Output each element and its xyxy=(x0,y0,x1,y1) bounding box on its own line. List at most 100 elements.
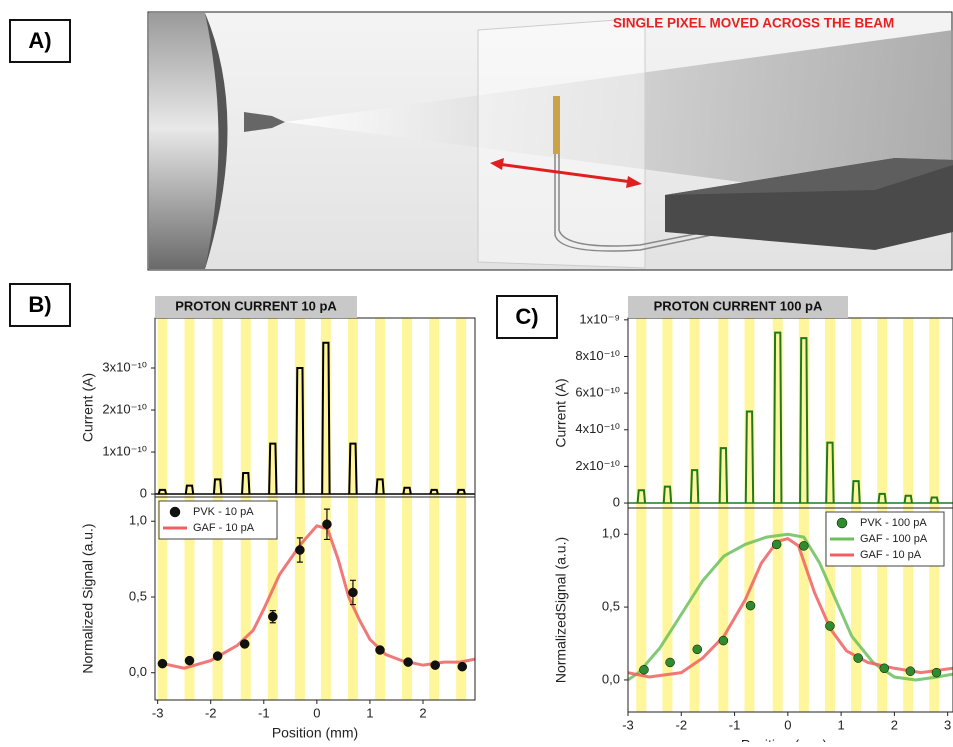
data-point xyxy=(931,667,942,678)
current-pulse xyxy=(212,478,223,495)
current-pulse xyxy=(825,441,835,504)
y-tick-label: 6x10⁻¹⁰ xyxy=(575,385,620,400)
current-pulse xyxy=(268,442,278,495)
data-point xyxy=(348,587,358,598)
current-pulse xyxy=(321,341,331,495)
y-axis-label: NormalizedSignal (a.u.) xyxy=(553,537,569,683)
legend-label: PVK - 100 pA xyxy=(860,517,927,529)
legend xyxy=(158,500,278,540)
data-point xyxy=(665,657,675,668)
current-pulse xyxy=(851,480,861,504)
position-band xyxy=(662,318,673,712)
arrow-head xyxy=(626,176,642,188)
y-tick-label: 1,0 xyxy=(129,513,147,528)
y-tick-label: 0,5 xyxy=(602,599,620,614)
data-point xyxy=(239,639,250,649)
legend-label: GAF - 10 pA xyxy=(193,522,255,534)
x-tick-label: 1 xyxy=(837,717,844,732)
position-band xyxy=(347,318,358,700)
pixel xyxy=(553,96,560,154)
legend-marker xyxy=(169,506,181,518)
y-tick-label: 0 xyxy=(140,485,147,500)
data-point xyxy=(322,519,332,530)
y-tick-label: 1x10⁻⁹ xyxy=(579,311,620,326)
current-pulse xyxy=(184,484,195,495)
panel-label: B) xyxy=(28,292,51,317)
panel-label-box xyxy=(9,283,71,327)
current-pulse xyxy=(662,485,673,504)
y-tick-label: 0,5 xyxy=(129,588,147,603)
data-point xyxy=(375,645,385,655)
y-tick-label: 3x10⁻¹⁰ xyxy=(102,359,147,374)
y-tick-label: 0 xyxy=(613,494,620,509)
data-point xyxy=(157,658,168,669)
y-tick-label: 2x10⁻¹⁰ xyxy=(575,458,620,473)
title-box xyxy=(155,296,357,318)
data-point xyxy=(905,666,916,676)
position-band xyxy=(456,318,467,700)
data-point xyxy=(457,661,468,672)
y-tick-label: 2x10⁻¹⁰ xyxy=(102,401,147,416)
data-point xyxy=(771,539,782,550)
data-point xyxy=(879,663,890,674)
x-tick-label: -2 xyxy=(675,717,687,732)
position-band xyxy=(689,318,700,712)
title-box xyxy=(628,296,848,318)
current-pulse xyxy=(402,486,412,495)
pixel-plate xyxy=(477,17,646,269)
y-tick-label: 1x10⁻¹⁰ xyxy=(102,443,147,458)
plot-frame xyxy=(154,496,476,701)
nozzle xyxy=(244,112,285,132)
data-point xyxy=(268,611,278,622)
panel-label: A) xyxy=(28,28,51,53)
x-tick-label: -3 xyxy=(622,717,634,732)
data-point xyxy=(745,600,756,611)
chart-title: PROTON CURRENT 100 pA xyxy=(654,298,823,313)
signal-line xyxy=(627,536,953,679)
current-pulse xyxy=(718,447,729,504)
x-tick-label: 2 xyxy=(891,717,898,732)
data-point xyxy=(853,653,863,663)
x-axis-label: Position (mm) xyxy=(741,737,827,742)
position-band xyxy=(718,318,729,712)
x-tick-label: -3 xyxy=(152,705,164,720)
x-axis-label: Position (mm) xyxy=(272,725,358,741)
illustration-caption: SINGLE PIXEL MOVED ACROSS THE BEAM xyxy=(613,16,894,31)
current-pulse xyxy=(772,331,783,504)
beam-source xyxy=(149,13,228,269)
current-pulse xyxy=(375,478,385,495)
panel-label-box xyxy=(496,295,558,339)
position-band xyxy=(744,318,755,712)
data-point xyxy=(799,541,809,551)
x-tick-label: -1 xyxy=(729,717,741,732)
current-pulse xyxy=(903,494,913,504)
y-tick-label: 8x10⁻¹⁰ xyxy=(575,348,620,363)
panel-label-box xyxy=(9,19,71,63)
x-tick-label: -1 xyxy=(258,705,270,720)
position-band xyxy=(429,318,440,700)
illustration: SINGLE PIXEL MOVED ACROSS THE BEAM xyxy=(147,11,953,271)
data-point xyxy=(295,545,305,555)
position-band xyxy=(375,318,386,700)
current-pulse xyxy=(799,337,809,504)
y-axis-label: Current (A) xyxy=(80,373,96,442)
data-point xyxy=(639,664,649,675)
data-point xyxy=(718,635,729,646)
current-pulse xyxy=(348,442,358,495)
chart-title: PROTON CURRENT 10 pA xyxy=(175,298,337,313)
signal-line xyxy=(162,524,476,670)
x-tick-label: 1 xyxy=(366,705,373,720)
current-pulse xyxy=(241,472,251,495)
y-tick-label: 0,0 xyxy=(602,671,620,686)
current-pulse xyxy=(157,488,168,495)
data-point xyxy=(692,644,703,655)
current-pulse xyxy=(929,496,940,504)
data-point xyxy=(212,651,223,661)
x-tick-label: -2 xyxy=(205,705,217,720)
data-point xyxy=(430,660,440,670)
current-pulse xyxy=(456,488,466,495)
signal-line xyxy=(627,532,953,682)
readout-box-top xyxy=(665,158,953,195)
data-point xyxy=(403,657,413,667)
